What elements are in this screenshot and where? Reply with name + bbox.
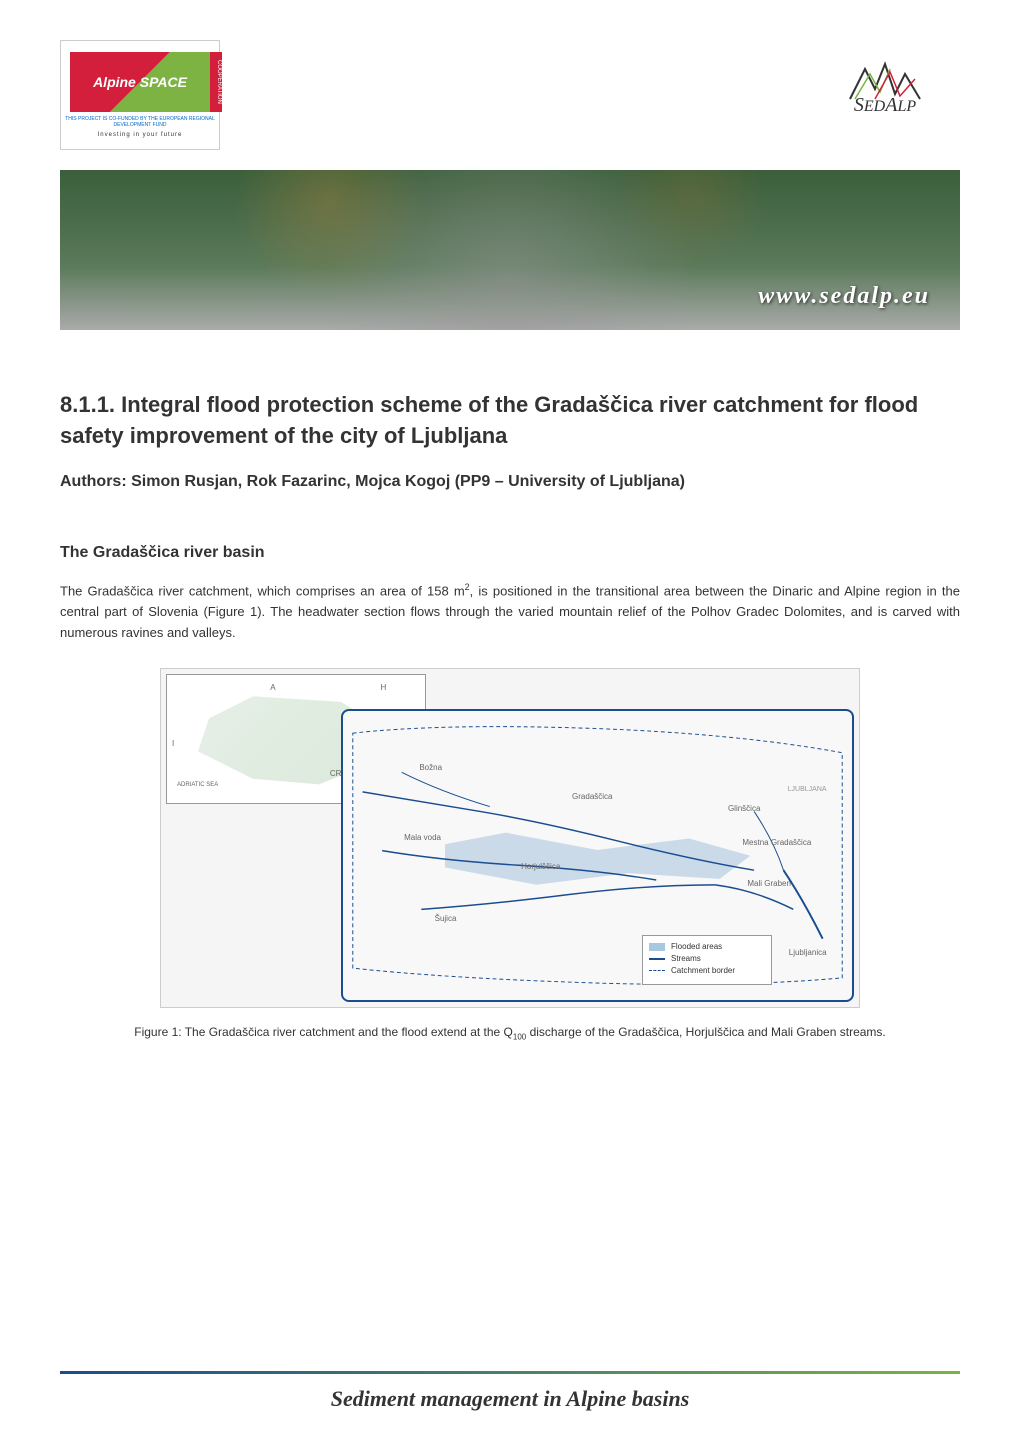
legend-border-label: Catchment border — [671, 966, 735, 975]
label-ljubljanica: Ljubljanica — [789, 948, 827, 957]
caption-sub: 100 — [513, 1033, 526, 1042]
caption-suffix: discharge of the Gradaščica, Horjulščica… — [526, 1025, 886, 1039]
banner-url: www.sedalp.eu — [758, 283, 930, 310]
swatch-flooded — [649, 943, 665, 951]
caption-prefix: Figure 1: The Gradaščica river catchment… — [134, 1025, 513, 1039]
body-paragraph: The Gradaščica river catchment, which co… — [60, 580, 960, 644]
label-mestna: Mestna Gradaščica — [742, 838, 811, 847]
logo-subtitle: THIS PROJECT IS CO-FUNDED BY THE EUROPEA… — [61, 116, 219, 128]
swatch-border — [649, 970, 665, 971]
main-labels: Božna Gradaščica Mala voda Horjulščica G… — [343, 711, 852, 1000]
label-gradascica: Gradaščica — [572, 792, 612, 801]
figure-map: A H I CRO ADRIATIC SEA — [160, 668, 860, 1008]
logo-tagline: Investing in your future — [98, 132, 183, 138]
label-mala-voda: Mala voda — [404, 833, 441, 842]
header-logos: Alpine SPACE COOPERATION THIS PROJECT IS… — [60, 40, 960, 150]
logo-cooperation-bar: COOPERATION — [210, 52, 222, 112]
figure-caption: Figure 1: The Gradaščica river catchment… — [60, 1023, 960, 1043]
logo-left-main: Alpine SPACE COOPERATION — [70, 52, 210, 112]
logo-left-text: Alpine SPACE — [93, 74, 187, 90]
sedalp-logo: SEDALP — [810, 40, 960, 130]
document-authors: Authors: Simon Rusjan, Rok Fazarinc, Moj… — [60, 470, 960, 494]
label-country-h: H — [381, 683, 387, 692]
footer-text: Sediment management in Alpine basins — [60, 1386, 960, 1412]
label-country-i: I — [172, 739, 174, 748]
page-footer: Sediment management in Alpine basins — [60, 1371, 960, 1412]
label-ljubljana: LJUBLJANA — [788, 786, 827, 793]
label-sea: ADRIATIC SEA — [177, 782, 218, 788]
document-title: 8.1.1. Integral flood protection scheme … — [60, 390, 960, 452]
legend-flooded: Flooded areas — [649, 942, 765, 951]
footer-divider — [60, 1371, 960, 1374]
label-glinscica: Glinščica — [728, 804, 760, 813]
label-sujica: Šujica — [435, 914, 457, 923]
swatch-streams — [649, 958, 665, 960]
legend-streams-label: Streams — [671, 954, 701, 963]
sedalp-mark — [845, 54, 925, 104]
label-horjulscica: Horjulščica — [521, 862, 560, 871]
map-main-catchment: Božna Gradaščica Mala voda Horjulščica G… — [341, 709, 854, 1002]
legend-streams: Streams — [649, 954, 765, 963]
map-legend: Flooded areas Streams Catchment border — [642, 935, 772, 985]
label-country-a: A — [270, 683, 275, 692]
document-page: Alpine SPACE COOPERATION THIS PROJECT IS… — [0, 0, 1020, 1442]
label-bozna: Božna — [419, 763, 442, 772]
figure-container: A H I CRO ADRIATIC SEA — [60, 668, 960, 1008]
section-heading: The Gradaščica river basin — [60, 544, 960, 562]
legend-flooded-label: Flooded areas — [671, 942, 722, 951]
legend-border: Catchment border — [649, 966, 765, 975]
label-mali-graben: Mali Graben — [747, 879, 791, 888]
alpine-space-logo: Alpine SPACE COOPERATION THIS PROJECT IS… — [60, 40, 220, 150]
banner-image: www.sedalp.eu — [60, 170, 960, 330]
